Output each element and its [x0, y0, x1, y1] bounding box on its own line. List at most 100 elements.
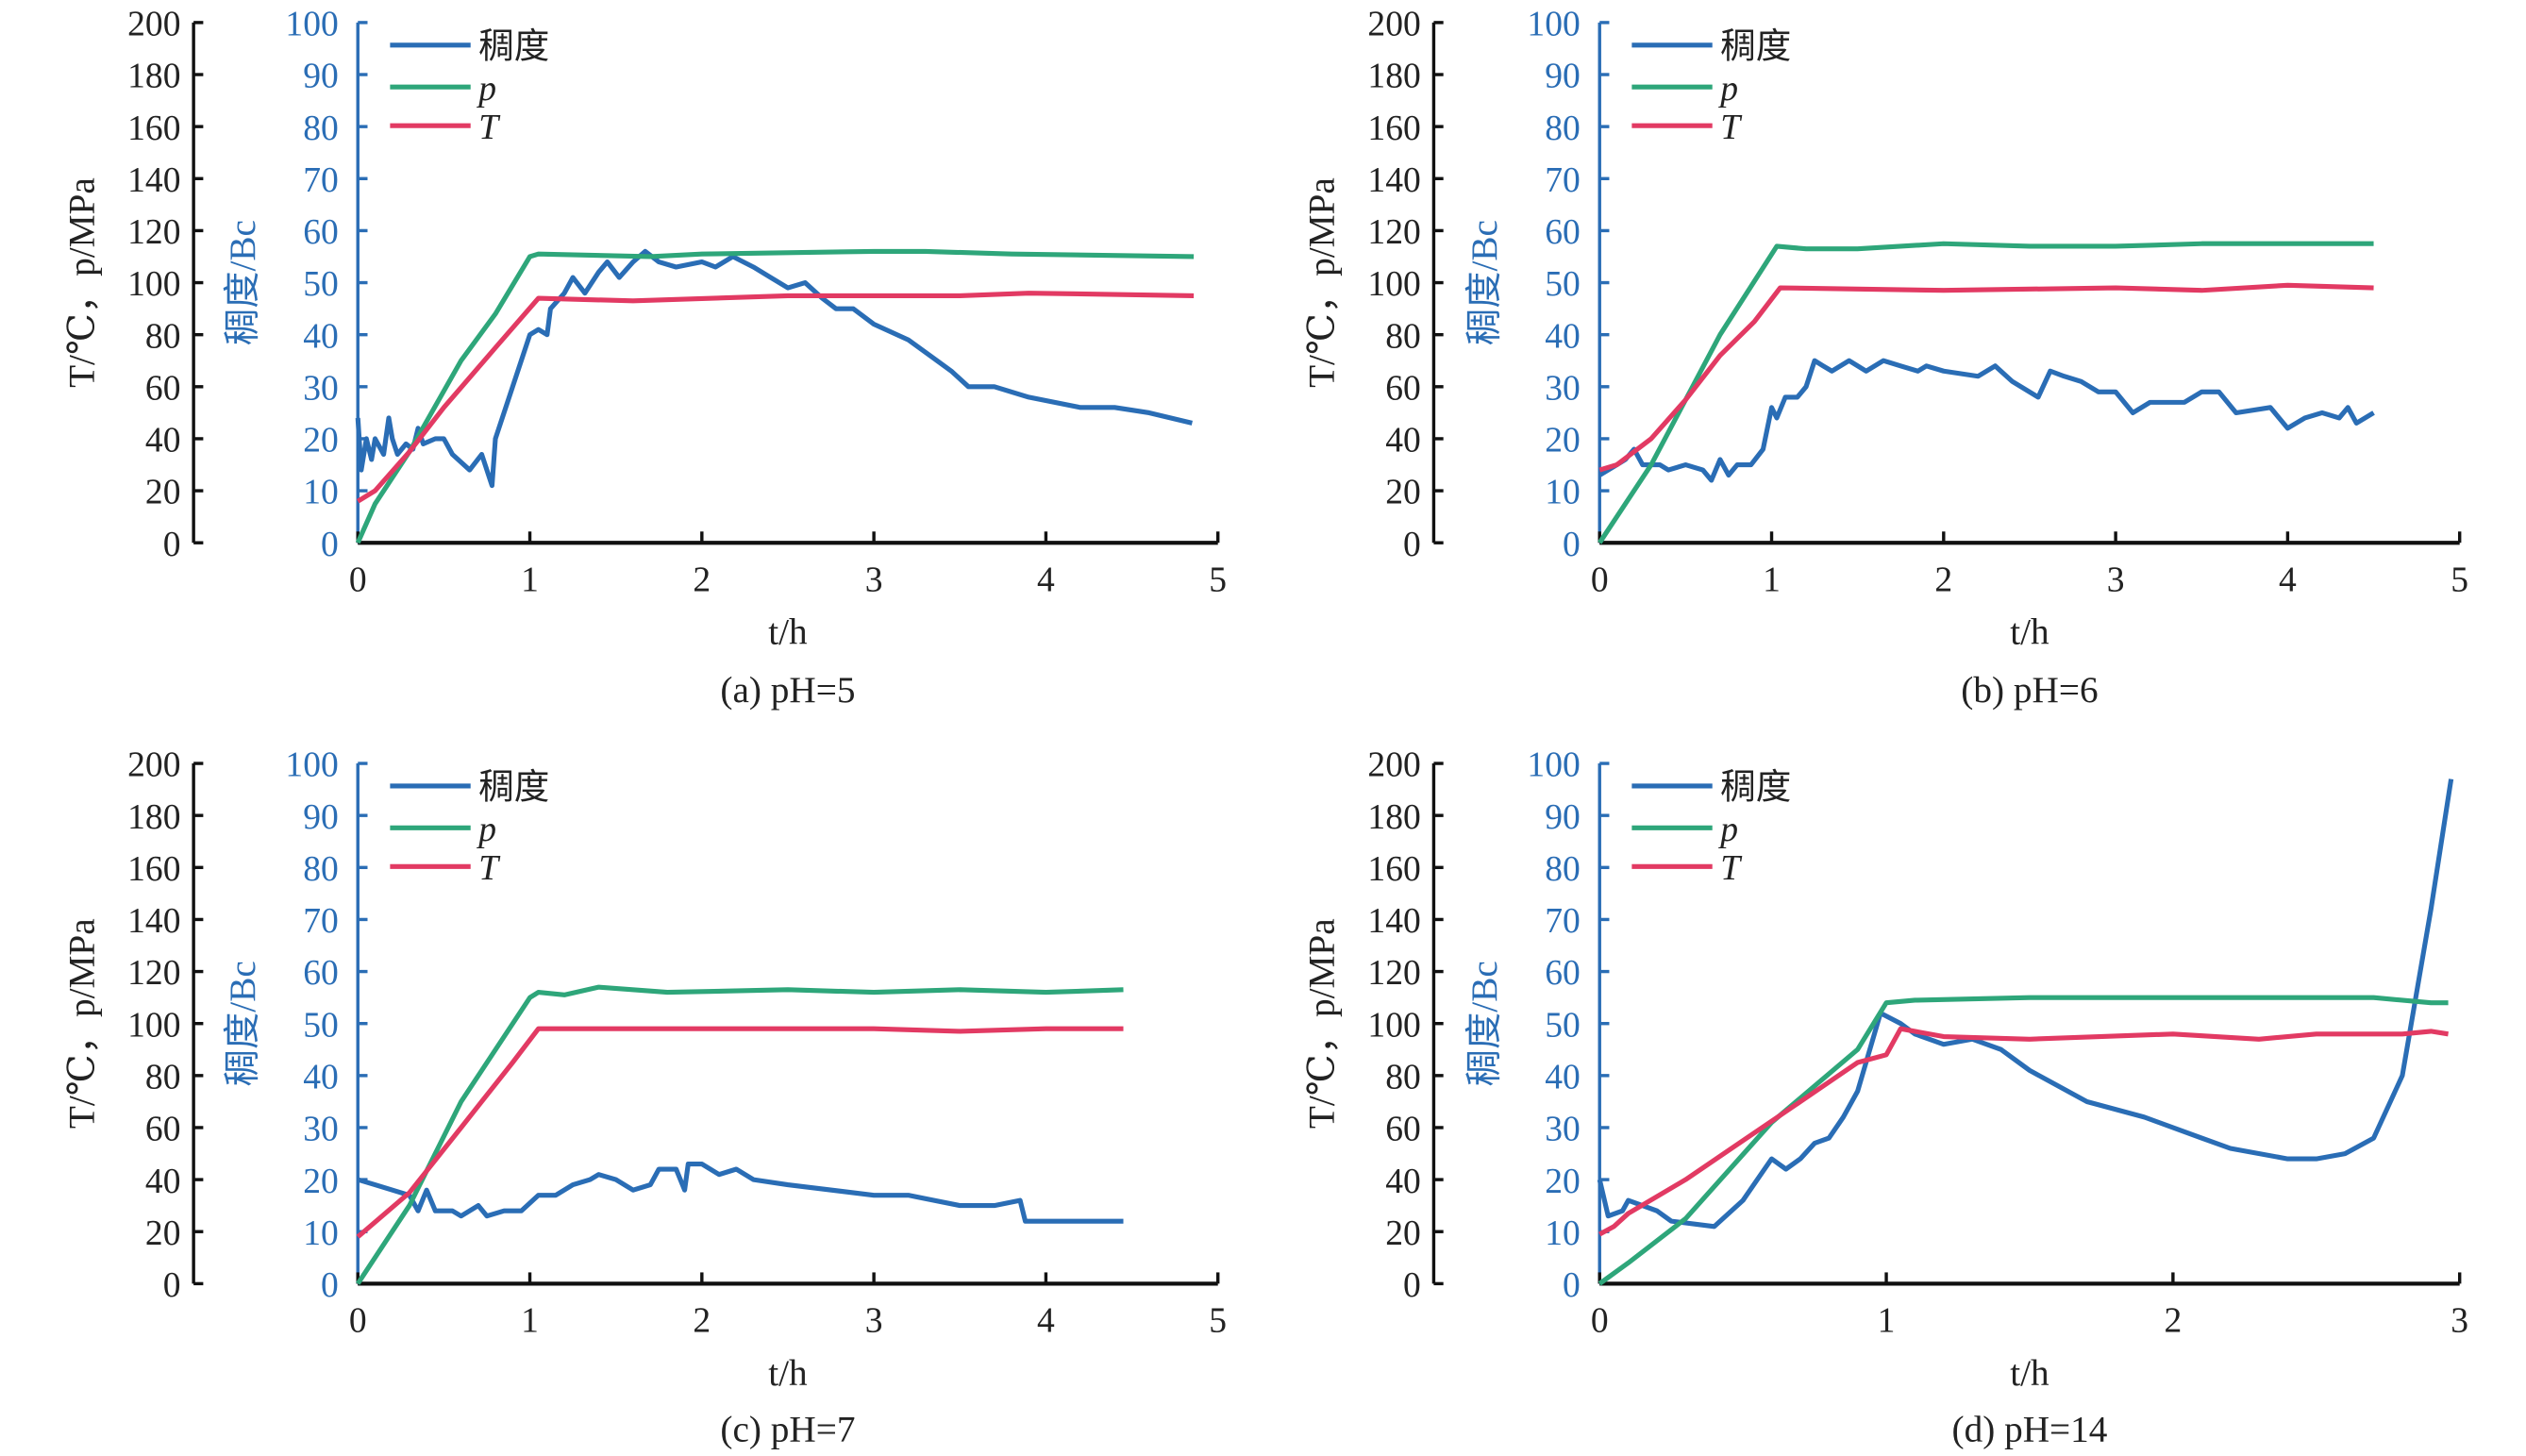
left-tick-label: 60: [1385, 369, 1421, 408]
bc-tick-label: 30: [303, 1111, 339, 1149]
left-tick-label: 40: [145, 422, 181, 460]
series-line-temperature: [1598, 1026, 2449, 1237]
left-tick-label: 200: [1367, 6, 1420, 44]
x-tick-label: 5: [2451, 561, 2468, 599]
bc-tick-label: 50: [1545, 1006, 1581, 1045]
bc-tick-label: 10: [303, 1214, 339, 1253]
left-tick-label: 120: [127, 954, 180, 993]
x-axis-title: t/h: [768, 612, 808, 653]
legend-label: T: [1720, 849, 1743, 888]
bc-tick-label: 20: [303, 422, 339, 460]
bc-tick-label: 70: [303, 902, 339, 941]
bc-tick-label: 40: [1545, 1058, 1581, 1096]
left-tick-label: 0: [1403, 526, 1421, 564]
left-tick-label: 140: [1367, 902, 1420, 941]
x-tick-label: 5: [1209, 1302, 1227, 1341]
chart-panel-1: 0204060801001201401601802000102030405060…: [1302, 6, 2468, 711]
series-line-consistency: [1597, 778, 2454, 1230]
x-tick-label: 0: [349, 1302, 367, 1341]
left-axis-title: T/℃，p/MPa: [61, 177, 102, 388]
legend-label: 稠度: [1720, 768, 1791, 808]
left-tick-label: 40: [1385, 1163, 1421, 1201]
left-tick-label: 180: [1367, 798, 1420, 837]
bc-axis-title: 稠度/Bc: [222, 961, 263, 1086]
bc-tick-label: 30: [1545, 369, 1581, 408]
x-tick-label: 2: [693, 1302, 711, 1341]
bc-tick-label: 40: [1545, 317, 1581, 356]
left-tick-label: 20: [1385, 1214, 1421, 1253]
x-tick-label: 5: [1209, 561, 1227, 599]
series-line-consistency: [355, 248, 1193, 489]
bc-tick-label: 80: [303, 109, 339, 148]
bc-axis-title: 稠度/Bc: [1464, 220, 1505, 345]
legend-label: 稠度: [478, 26, 549, 66]
x-tick-label: 4: [1037, 1302, 1055, 1341]
series-line-consistency: [357, 1161, 1124, 1224]
bc-tick-label: 70: [1545, 161, 1581, 200]
legend-label: p: [476, 70, 496, 109]
x-axis-title: t/h: [2010, 612, 2049, 653]
legend-label: T: [478, 109, 501, 147]
left-tick-label: 140: [1367, 161, 1420, 200]
legend-label: p: [1717, 811, 1738, 849]
left-tick-label: 100: [1367, 1006, 1420, 1045]
left-axis-title: T/℃，p/MPa: [1302, 918, 1343, 1129]
legend-label: 稠度: [478, 768, 549, 808]
left-tick-label: 0: [163, 526, 181, 564]
left-tick-label: 140: [127, 161, 180, 200]
legend-label: p: [1717, 70, 1738, 109]
x-tick-label: 3: [865, 1302, 883, 1341]
left-tick-label: 120: [1367, 213, 1420, 252]
bc-tick-label: 90: [303, 798, 339, 837]
chart-panel-2: 0204060801001201401601802000102030405060…: [61, 746, 1227, 1450]
left-tick-label: 60: [145, 1111, 181, 1149]
panel-caption: (a) pH=5: [720, 670, 855, 711]
left-tick-label: 100: [127, 1006, 180, 1045]
x-tick-label: 1: [521, 561, 539, 599]
left-tick-label: 40: [1385, 422, 1421, 460]
bc-tick-label: 100: [285, 6, 338, 44]
bc-tick-label: 0: [1563, 526, 1581, 564]
left-tick-label: 180: [127, 58, 180, 96]
bc-tick-label: 90: [1545, 798, 1581, 837]
x-tick-label: 1: [1763, 561, 1781, 599]
left-tick-label: 100: [1367, 265, 1420, 304]
bc-tick-label: 50: [303, 1006, 339, 1045]
left-tick-label: 160: [127, 850, 180, 889]
left-tick-label: 0: [163, 1266, 181, 1305]
x-tick-label: 1: [521, 1302, 539, 1341]
bc-tick-label: 0: [321, 1266, 339, 1305]
bc-tick-label: 40: [303, 317, 339, 356]
bc-tick-label: 90: [303, 58, 339, 96]
x-tick-label: 3: [2451, 1302, 2468, 1341]
panel-caption: (b) pH=6: [1961, 670, 2098, 711]
series-line-temperature: [356, 291, 1195, 504]
bc-tick-label: 80: [303, 850, 339, 889]
legend-label: p: [476, 811, 496, 849]
bc-tick-label: 60: [1545, 954, 1581, 993]
left-tick-label: 120: [127, 213, 180, 252]
bc-tick-label: 20: [1545, 422, 1581, 460]
bc-tick-label: 10: [1545, 1214, 1581, 1253]
bc-tick-label: 0: [1563, 1266, 1581, 1305]
bc-tick-label: 50: [1545, 265, 1581, 304]
bc-axis-title: 稠度/Bc: [1464, 961, 1505, 1086]
x-tick-label: 0: [1591, 1302, 1609, 1341]
bc-tick-label: 0: [321, 526, 339, 564]
bc-tick-label: 100: [285, 746, 338, 785]
panel-caption: (d) pH=14: [1951, 1410, 2107, 1450]
left-tick-label: 140: [127, 902, 180, 941]
left-tick-label: 60: [145, 369, 181, 408]
left-tick-label: 100: [127, 265, 180, 304]
bc-tick-label: 20: [303, 1163, 339, 1201]
bc-tick-label: 30: [1545, 1111, 1581, 1149]
x-tick-label: 2: [2164, 1302, 2182, 1341]
left-tick-label: 200: [127, 6, 180, 44]
bc-tick-label: 60: [303, 954, 339, 993]
left-tick-label: 160: [1367, 850, 1420, 889]
left-tick-label: 80: [1385, 1058, 1421, 1096]
left-tick-label: 120: [1367, 954, 1420, 993]
bc-tick-label: 100: [1527, 6, 1580, 44]
x-tick-label: 1: [1878, 1302, 1896, 1341]
